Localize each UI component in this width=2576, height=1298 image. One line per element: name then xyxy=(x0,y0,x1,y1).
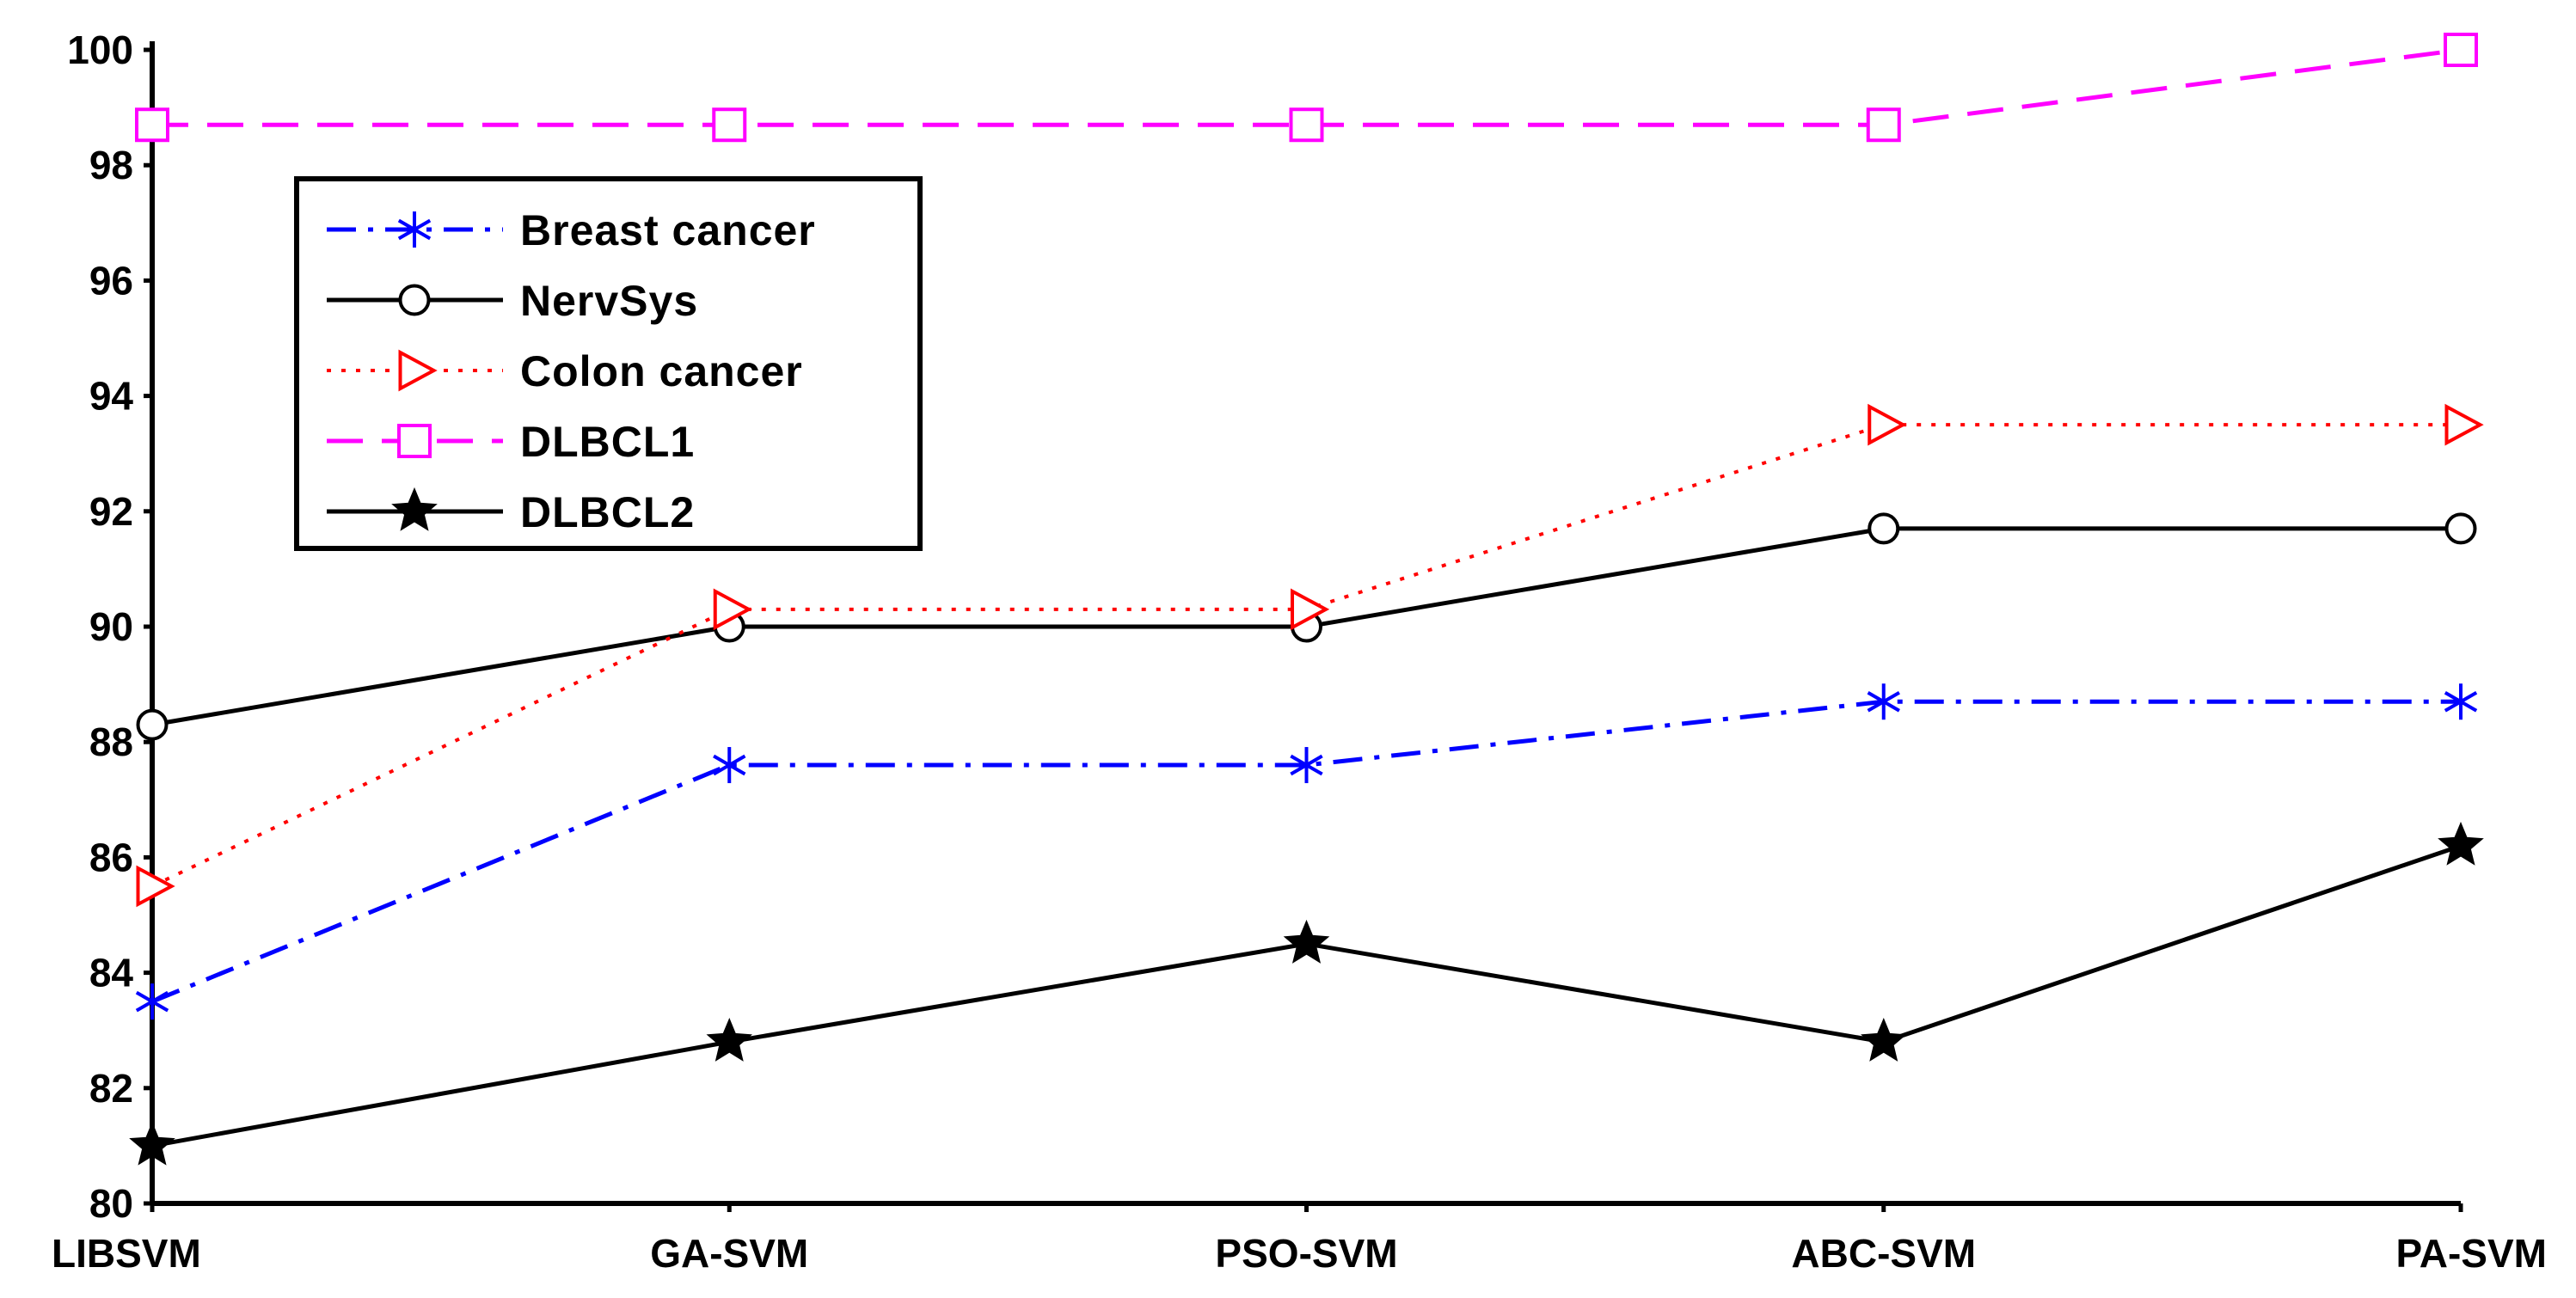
data-point-dlbcl2 xyxy=(129,1121,175,1166)
legend-marker-dlbcl1 xyxy=(397,424,432,458)
legend-marker-nervsys xyxy=(398,284,431,316)
y-tick-label: 90 xyxy=(89,604,133,649)
legend-label: Breast cancer xyxy=(520,206,816,254)
y-tick-label: 86 xyxy=(89,835,133,879)
data-point-colon-cancer xyxy=(1291,588,1330,631)
y-tick-label: 84 xyxy=(89,951,134,995)
x-axis-ticks: LIBSVM GA-SVM PSO-SVM ABC-SVM PA-SVM xyxy=(52,1203,2547,1276)
legend-item-dlbcl2: DLBCL2 xyxy=(327,487,695,536)
legend-label: NervSys xyxy=(520,277,698,325)
data-point-dlbcl1 xyxy=(2444,33,2478,67)
legend-marker-breast-cancer xyxy=(397,211,432,248)
data-point-dlbcl2 xyxy=(1283,919,1330,964)
data-point-dlbcl1 xyxy=(1866,107,1901,143)
legend-item-colon-cancer: Colon cancer xyxy=(327,347,803,395)
x-tick-label: LIBSVM xyxy=(52,1231,201,1276)
data-point-dlbcl1 xyxy=(712,107,747,143)
y-tick-label: 92 xyxy=(89,489,133,534)
legend-label: DLBCL2 xyxy=(520,488,695,536)
data-point-breast-cancer xyxy=(1867,683,1900,720)
data-point-colon-cancer xyxy=(713,588,752,631)
y-axis-ticks: 80 82 84 86 88 90 92 94 96 98 100 xyxy=(67,28,152,1226)
x-tick-label: PA-SVM xyxy=(2396,1231,2548,1276)
x-tick-label: ABC-SVM xyxy=(1791,1231,1976,1276)
legend-label: Colon cancer xyxy=(520,347,803,395)
series-line-dlbcl2 xyxy=(151,843,2462,1148)
y-tick-label: 88 xyxy=(89,719,133,764)
data-point-dlbcl1 xyxy=(1289,107,1324,143)
y-tick-label: 100 xyxy=(67,28,133,72)
data-point-colon-cancer xyxy=(136,865,175,908)
y-tick-label: 98 xyxy=(89,143,133,187)
data-point-dlbcl2 xyxy=(2438,821,2484,866)
legend-item-breast-cancer: Breast cancer xyxy=(327,206,816,254)
legend-item-dlbcl1: DLBCL1 xyxy=(327,418,695,466)
x-tick-label: PSO-SVM xyxy=(1215,1231,1397,1276)
legend-marker-dlbcl2 xyxy=(391,487,438,531)
data-point-dlbcl2 xyxy=(1860,1017,1907,1062)
data-point-nervsys xyxy=(1868,512,1900,545)
data-point-colon-cancer xyxy=(1868,403,1907,446)
x-tick-label: GA-SVM xyxy=(650,1231,808,1276)
data-point-nervsys xyxy=(2444,512,2477,545)
legend-item-nervsys: NervSys xyxy=(327,277,698,325)
y-tick-label: 82 xyxy=(89,1066,133,1111)
legend-marker-colon-cancer xyxy=(398,349,438,392)
data-point-dlbcl1 xyxy=(135,107,169,143)
data-point-colon-cancer xyxy=(2444,403,2484,446)
data-point-breast-cancer xyxy=(1290,747,1323,784)
data-point-breast-cancer xyxy=(2444,683,2478,720)
data-point-breast-cancer xyxy=(713,747,746,784)
series-line-breast-cancer xyxy=(151,699,2461,1004)
data-point-breast-cancer xyxy=(135,983,169,1020)
data-point-dlbcl2 xyxy=(706,1017,753,1062)
legend-label: DLBCL1 xyxy=(520,418,695,466)
data-point-nervsys xyxy=(136,708,169,741)
legend: Breast cancer NervSys Colon cancer DLBCL1 DL… xyxy=(294,176,923,551)
y-tick-label: 94 xyxy=(89,374,134,419)
series-markers xyxy=(129,33,2484,1166)
y-tick-label: 80 xyxy=(89,1181,133,1226)
y-tick-label: 96 xyxy=(89,258,133,303)
